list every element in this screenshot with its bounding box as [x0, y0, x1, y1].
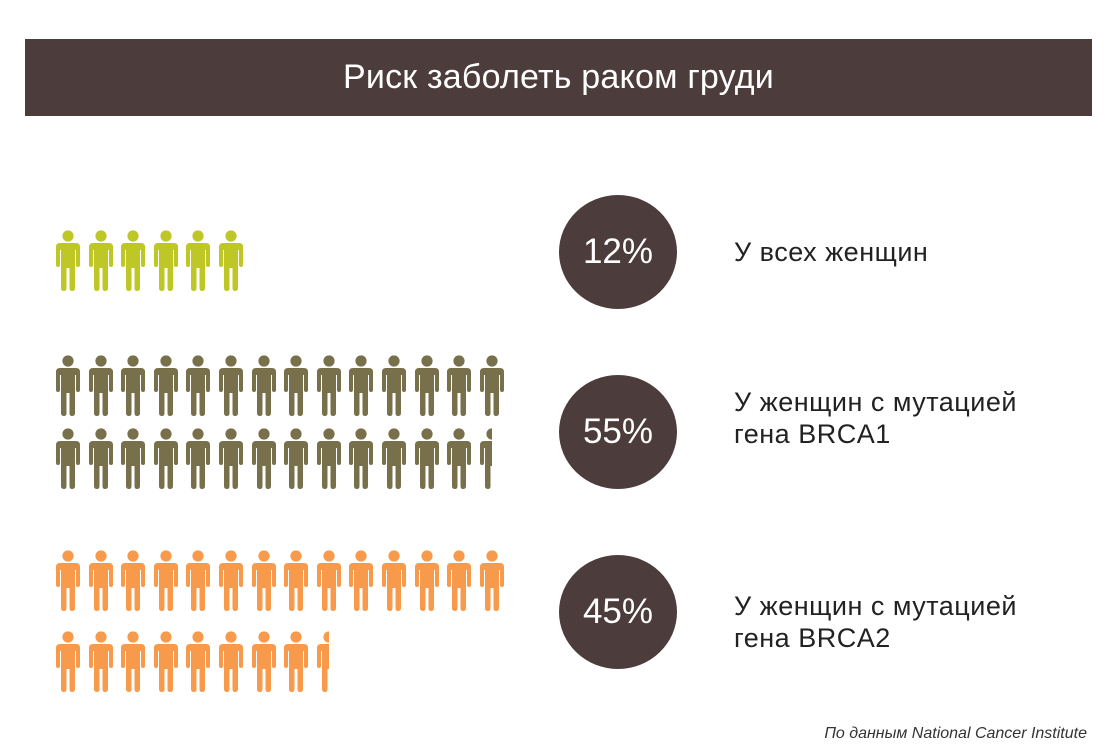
- person-icon: [284, 428, 309, 489]
- person-icon: [153, 428, 178, 489]
- person-icon: [153, 230, 178, 291]
- person-icon: [414, 428, 439, 489]
- person-icon: [121, 230, 146, 291]
- person-icon: [349, 355, 374, 416]
- person-icon: [479, 355, 504, 416]
- person-icon: [479, 550, 504, 611]
- person-icon: [56, 428, 80, 489]
- person-icon: [121, 428, 146, 489]
- person-icon: [316, 550, 341, 611]
- label-brca2: У женщин с мутацией гена BRCA2: [734, 590, 1017, 654]
- person-icon: [186, 631, 211, 692]
- person-icon: [316, 355, 341, 416]
- person-icon: [88, 550, 113, 611]
- title-banner: Риск заболеть раком груди: [25, 39, 1092, 116]
- person-icon: [56, 631, 80, 692]
- value-circle-all-women: 12%: [559, 195, 677, 309]
- person-icon: [186, 355, 211, 416]
- person-icon: [219, 230, 243, 291]
- label-brca1: У женщин с мутацией гена BRCA1: [734, 386, 1017, 450]
- person-icon: [219, 355, 243, 416]
- person-icon: [56, 550, 80, 611]
- person-icon: [186, 230, 211, 291]
- label-line: У всех женщин: [734, 237, 929, 267]
- person-icon: [121, 550, 146, 611]
- person-icon: [382, 428, 406, 489]
- person-icon: [447, 550, 472, 611]
- person-icon: [349, 428, 374, 489]
- person-icon: [316, 428, 341, 489]
- label-line: У женщин с мутацией: [734, 387, 1017, 417]
- person-icon: [219, 428, 243, 489]
- person-icon: [414, 355, 439, 416]
- chart-title: Риск заболеть раком груди: [343, 58, 774, 96]
- label-line: гена BRCA1: [734, 419, 891, 449]
- person-icon: [382, 355, 406, 416]
- person-icon: [121, 631, 146, 692]
- person-icon: [251, 355, 276, 416]
- person-icon: [121, 355, 146, 416]
- value-circle-brca2: 45%: [559, 555, 677, 669]
- person-icon: [153, 631, 178, 692]
- person-icon: [88, 631, 113, 692]
- person-icon: [56, 230, 80, 291]
- label-line: У женщин с мутацией: [734, 591, 1017, 621]
- person-icon: [153, 355, 178, 416]
- person-icon: [284, 355, 309, 416]
- person-icon: [88, 230, 113, 291]
- person-icon: [251, 631, 276, 692]
- person-icon: [382, 550, 406, 611]
- person-icon: [56, 355, 80, 416]
- person-icon: [414, 550, 439, 611]
- person-icon: [88, 355, 113, 416]
- person-icon: [219, 550, 243, 611]
- person-icon: [219, 631, 243, 692]
- person-icon: [186, 550, 211, 611]
- person-icon: [316, 631, 329, 692]
- source-note: По данным National Cancer Institute: [824, 725, 1087, 742]
- person-icon: [447, 355, 472, 416]
- person-icon: [284, 550, 309, 611]
- label-line: гена BRCA2: [734, 623, 891, 653]
- person-icon: [251, 550, 276, 611]
- person-icon: [186, 428, 211, 489]
- person-icon: [447, 428, 472, 489]
- value-circle-brca1: 55%: [559, 375, 677, 489]
- person-icon: [153, 550, 178, 611]
- person-icon: [349, 550, 374, 611]
- person-icon: [88, 428, 113, 489]
- person-icon: [284, 631, 309, 692]
- person-icon: [479, 428, 492, 489]
- label-all-women: У всех женщин: [734, 236, 928, 268]
- person-icon: [251, 428, 276, 489]
